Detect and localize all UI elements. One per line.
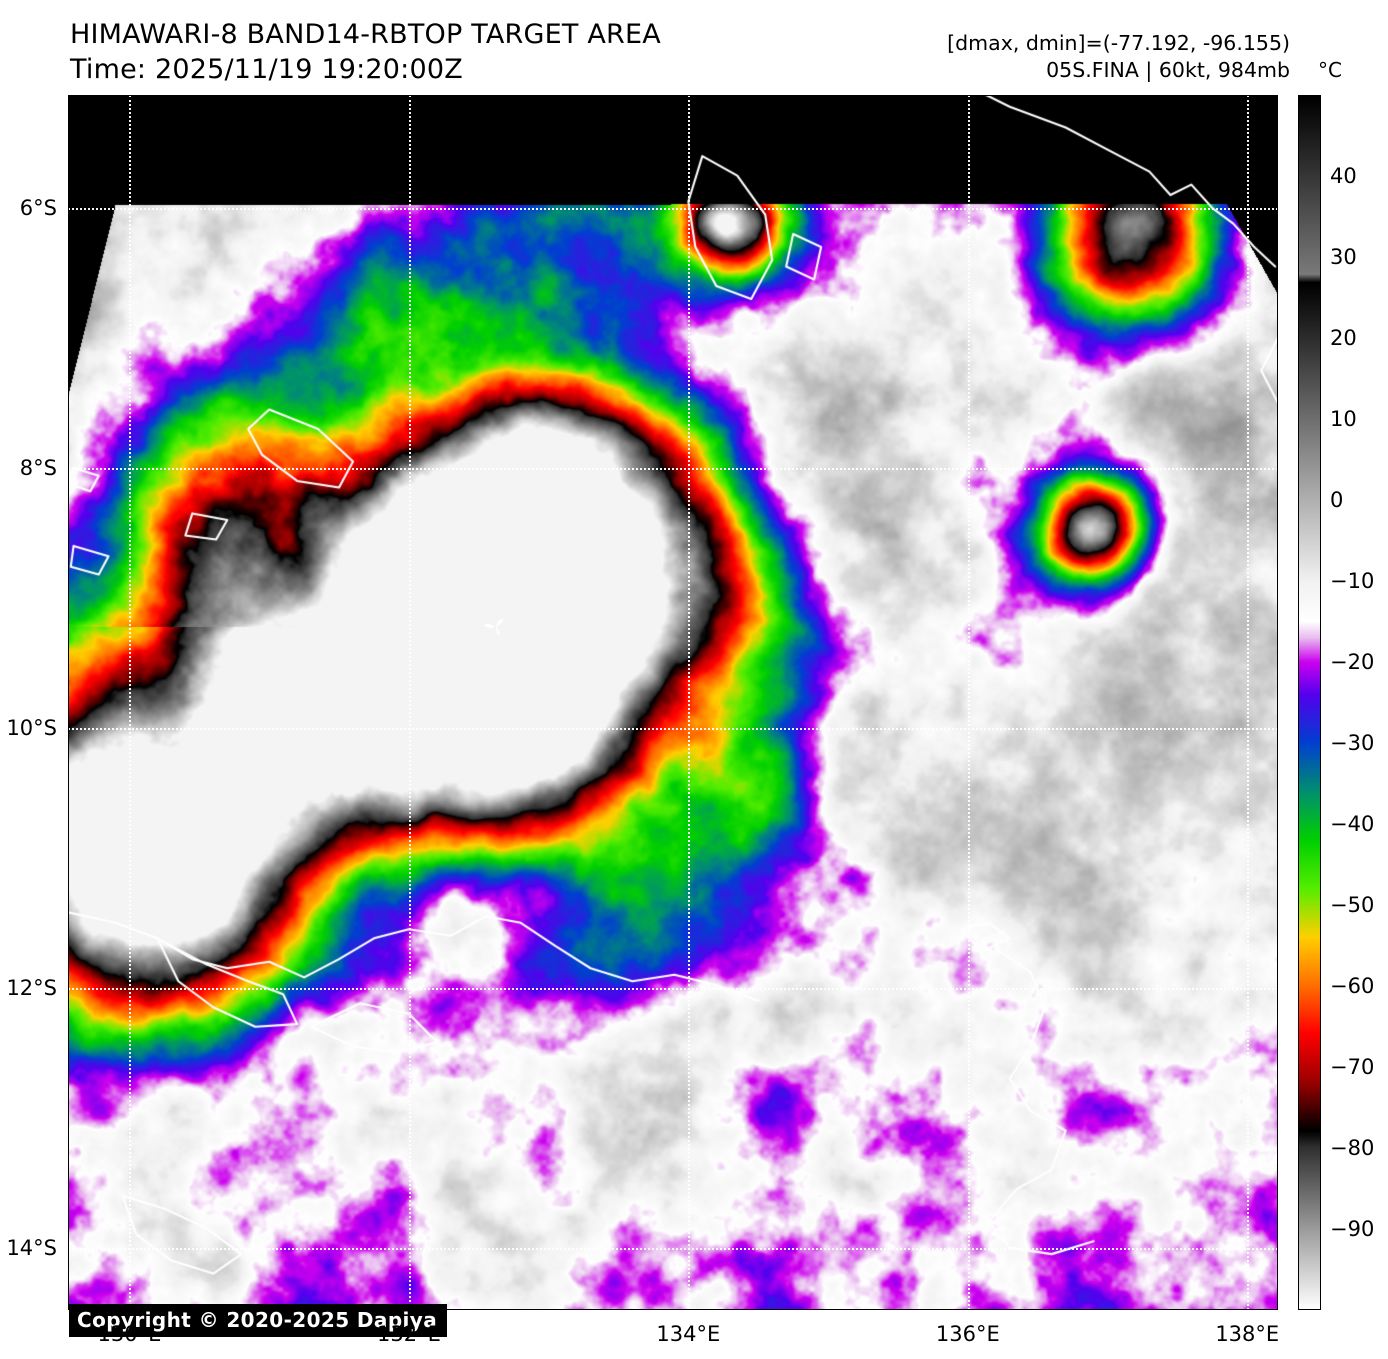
longitude-tick-label-3: 136°E — [935, 1322, 1000, 1346]
colorbar-tick-label-0: 40 — [1330, 164, 1357, 188]
dmax-dmin-label: [dmax, dmin]=(-77.192, -96.155) — [947, 31, 1290, 55]
colorbar-tick-label-4: 0 — [1330, 488, 1344, 512]
colorbar-tick-label-6: −20 — [1330, 650, 1375, 674]
colorbar-unit-label: °C — [1318, 58, 1342, 82]
gridline-longitude — [688, 95, 691, 1310]
copyright-watermark: Copyright © 2020-2025 Dapiya — [69, 1304, 448, 1337]
gridline-latitude — [68, 208, 1278, 211]
title-block: HIMAWARI-8 BAND14-RBTOP TARGET AREA Time… — [70, 18, 661, 87]
gridline-longitude — [1247, 95, 1250, 1310]
gridline-longitude — [408, 95, 411, 1310]
colorbar-tick-label-11: −70 — [1330, 1055, 1375, 1079]
longitude-tick-label-1: 132°E — [376, 1322, 441, 1346]
latitude-tick-label-1: 8°S — [19, 455, 57, 480]
colorbar-tick-label-5: −10 — [1330, 569, 1375, 593]
gridline-latitude — [68, 467, 1278, 470]
colorbar-tick-label-13: −90 — [1330, 1217, 1375, 1241]
infrared-brightness-temperature-raster — [68, 95, 1278, 1310]
colorbar-tick-label-9: −50 — [1330, 893, 1375, 917]
latitude-tick-label-2: 10°S — [6, 715, 57, 740]
satellite-image-plot — [68, 95, 1278, 1310]
latitude-tick-label-0: 6°S — [19, 196, 57, 221]
metadata-block: [dmax, dmin]=(-77.192, -96.155) 05S.FINA… — [947, 30, 1290, 84]
colorbar-gradient — [1299, 96, 1320, 1309]
colorbar-tick-label-8: −40 — [1330, 812, 1375, 836]
colorbar-tick-label-2: 20 — [1330, 326, 1357, 350]
gridline-latitude — [68, 727, 1278, 730]
colorbar-tick-label-3: 10 — [1330, 407, 1357, 431]
colorbar-tick-label-1: 30 — [1330, 245, 1357, 269]
storm-info-label: 05S.FINA | 60kt, 984mb — [1046, 58, 1290, 83]
page-title: HIMAWARI-8 BAND14-RBTOP TARGET AREA — [70, 19, 661, 50]
gridline-longitude — [129, 95, 132, 1310]
longitude-tick-label-0: 130°E — [97, 1322, 162, 1346]
gridline-longitude — [967, 95, 970, 1310]
timestamp-label: Time: 2025/11/19 19:20:00Z — [70, 53, 463, 85]
latitude-tick-label-3: 12°S — [6, 975, 57, 1000]
latitude-tick-label-4: 14°S — [6, 1235, 57, 1260]
temperature-colorbar — [1298, 95, 1321, 1310]
colorbar-tick-label-10: −60 — [1330, 974, 1375, 998]
gridline-latitude — [68, 987, 1278, 990]
colorbar-tick-label-12: −80 — [1330, 1136, 1375, 1160]
longitude-tick-label-2: 134°E — [656, 1322, 721, 1346]
gridline-latitude — [68, 1247, 1278, 1250]
longitude-tick-label-4: 138°E — [1215, 1322, 1280, 1346]
colorbar-tick-label-7: −30 — [1330, 731, 1375, 755]
